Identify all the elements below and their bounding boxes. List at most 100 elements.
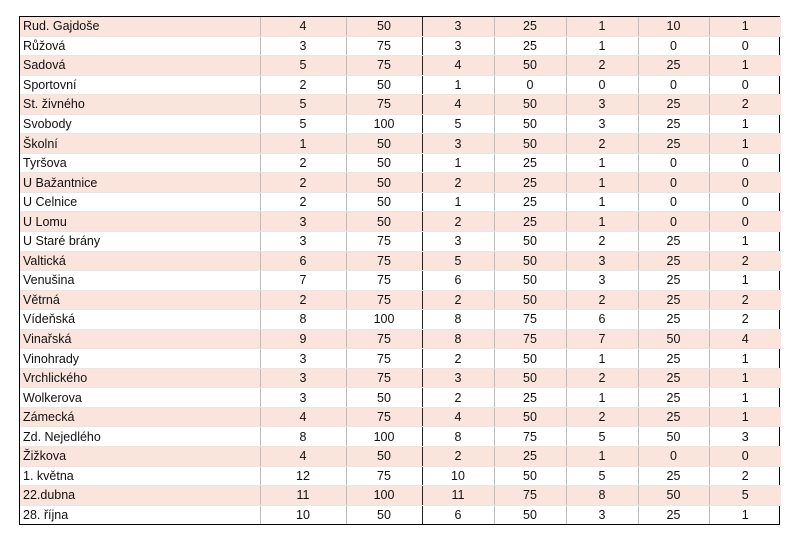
value-cell: 4 bbox=[259, 17, 346, 37]
value-cell: 50 bbox=[493, 466, 566, 487]
value-cell: 0 bbox=[637, 153, 709, 174]
value-cell: 25 bbox=[637, 94, 709, 115]
value-cell: 50 bbox=[493, 94, 566, 115]
value-cell: 50 bbox=[345, 17, 422, 37]
data-table: Rud. Gajdoše 4 50 3 25 1 10 1 Růžová 3 75 3 25 1 0 0 Sad… bbox=[20, 17, 781, 525]
table-row: Větrná 2 75 2 50 2 25 2 bbox=[20, 290, 781, 311]
value-cell: 2 bbox=[565, 407, 638, 428]
value-cell: 1 bbox=[565, 153, 638, 174]
value-cell: 50 bbox=[345, 172, 422, 193]
value-cell: 1 bbox=[565, 387, 638, 408]
value-cell: 11 bbox=[421, 485, 494, 506]
value-cell: 75 bbox=[345, 466, 422, 487]
value-cell: 25 bbox=[637, 270, 709, 291]
street-name-cell: Vinařská bbox=[20, 329, 260, 350]
value-cell: 1 bbox=[708, 368, 781, 389]
value-cell: 75 bbox=[345, 348, 422, 369]
value-cell: 25 bbox=[493, 172, 566, 193]
table-row: Vinohrady 3 75 2 50 1 25 1 bbox=[20, 348, 781, 369]
value-cell: 2 bbox=[565, 133, 638, 154]
value-cell: 5 bbox=[565, 466, 638, 487]
value-cell: 2 bbox=[708, 309, 781, 330]
value-cell: 75 bbox=[345, 290, 422, 311]
value-cell: 3 bbox=[421, 36, 494, 57]
value-cell: 10 bbox=[637, 17, 709, 37]
value-cell: 50 bbox=[637, 426, 709, 448]
table-row: St. živného 5 75 4 50 3 25 2 bbox=[20, 94, 781, 115]
value-cell: 0 bbox=[708, 211, 781, 233]
value-cell: 75 bbox=[493, 426, 566, 448]
value-cell: 2 bbox=[259, 192, 346, 213]
street-name-cell: Vídeňská bbox=[20, 309, 260, 330]
value-cell: 75 bbox=[345, 329, 422, 350]
value-cell: 50 bbox=[493, 231, 566, 252]
street-name-cell: Tyršova bbox=[20, 153, 260, 174]
value-cell: 11 bbox=[259, 485, 346, 506]
value-cell: 1 bbox=[708, 505, 781, 525]
value-cell: 1 bbox=[708, 348, 781, 369]
value-cell: 50 bbox=[345, 133, 422, 154]
value-cell: 0 bbox=[637, 36, 709, 57]
table-body: Rud. Gajdoše 4 50 3 25 1 10 1 Růžová 3 75 3 25 1 0 0 Sad… bbox=[20, 17, 781, 525]
table-row: Zd. Nejedlého 8 100 8 75 5 50 3 bbox=[20, 426, 781, 448]
value-cell: 3 bbox=[259, 368, 346, 389]
value-cell: 0 bbox=[708, 192, 781, 213]
value-cell: 1 bbox=[565, 172, 638, 193]
value-cell: 25 bbox=[637, 368, 709, 389]
value-cell: 2 bbox=[421, 446, 494, 467]
value-cell: 5 bbox=[421, 114, 494, 135]
value-cell: 50 bbox=[345, 75, 422, 96]
table-row: Zámecká 4 75 4 50 2 25 1 bbox=[20, 407, 781, 428]
table-row: 22.dubna 11 100 11 75 8 50 5 bbox=[20, 485, 781, 506]
value-cell: 25 bbox=[637, 309, 709, 330]
value-cell: 1 bbox=[708, 407, 781, 428]
street-name-cell: Vinohrady bbox=[20, 348, 260, 369]
value-cell: 75 bbox=[345, 407, 422, 428]
value-cell: 0 bbox=[637, 172, 709, 193]
street-name-cell: Svobody bbox=[20, 114, 260, 135]
value-cell: 1 bbox=[565, 36, 638, 57]
table-row: Sportovní 2 50 1 0 0 0 0 bbox=[20, 75, 781, 96]
value-cell: 0 bbox=[708, 36, 781, 57]
value-cell: 50 bbox=[345, 387, 422, 408]
value-cell: 2 bbox=[259, 75, 346, 96]
value-cell: 3 bbox=[421, 17, 494, 37]
value-cell: 7 bbox=[565, 329, 638, 350]
street-name-cell: Zd. Nejedlého bbox=[20, 426, 260, 448]
table-row: Růžová 3 75 3 25 1 0 0 bbox=[20, 36, 781, 57]
value-cell: 50 bbox=[493, 368, 566, 389]
value-cell: 50 bbox=[637, 329, 709, 350]
value-cell: 100 bbox=[345, 114, 422, 135]
value-cell: 75 bbox=[345, 55, 422, 76]
value-cell: 50 bbox=[493, 270, 566, 291]
value-cell: 3 bbox=[259, 387, 346, 408]
table-row: Wolkerova 3 50 2 25 1 25 1 bbox=[20, 387, 781, 408]
value-cell: 2 bbox=[421, 172, 494, 193]
street-name-cell: U Bažantnice bbox=[20, 172, 260, 193]
street-name-cell: Wolkerova bbox=[20, 387, 260, 408]
value-cell: 50 bbox=[493, 114, 566, 135]
value-cell: 1 bbox=[565, 17, 638, 37]
value-cell: 2 bbox=[421, 348, 494, 369]
value-cell: 50 bbox=[345, 505, 422, 525]
value-cell: 1 bbox=[708, 133, 781, 154]
street-name-cell: 22.dubna bbox=[20, 485, 260, 506]
value-cell: 100 bbox=[345, 309, 422, 330]
value-cell: 1 bbox=[708, 231, 781, 252]
table-row: Valtická 6 75 5 50 3 25 2 bbox=[20, 251, 781, 272]
value-cell: 6 bbox=[565, 309, 638, 330]
value-cell: 75 bbox=[345, 94, 422, 115]
table-row: Tyršova 2 50 1 25 1 0 0 bbox=[20, 153, 781, 174]
value-cell: 25 bbox=[637, 505, 709, 525]
value-cell: 3 bbox=[421, 368, 494, 389]
value-cell: 1 bbox=[565, 348, 638, 369]
street-name-cell: Venušina bbox=[20, 270, 260, 291]
value-cell: 25 bbox=[493, 36, 566, 57]
value-cell: 4 bbox=[421, 94, 494, 115]
value-cell: 3 bbox=[565, 505, 638, 525]
value-cell: 3 bbox=[565, 251, 638, 272]
value-cell: 0 bbox=[637, 75, 709, 96]
value-cell: 25 bbox=[637, 55, 709, 76]
value-cell: 50 bbox=[493, 251, 566, 272]
value-cell: 5 bbox=[259, 55, 346, 76]
